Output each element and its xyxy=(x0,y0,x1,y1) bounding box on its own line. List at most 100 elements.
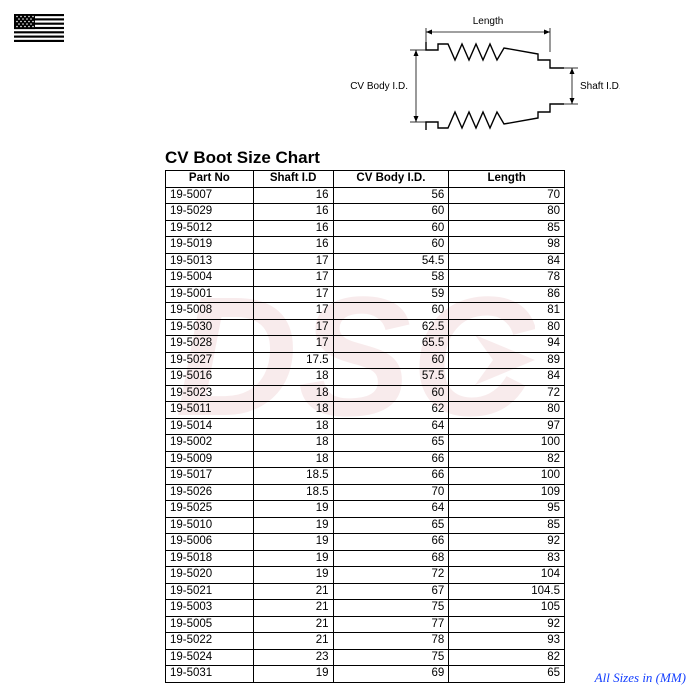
cell-body-id: 65 xyxy=(333,435,449,452)
cell-shaft-id: 23 xyxy=(253,649,333,666)
cell-body-id: 60 xyxy=(333,352,449,369)
cell-body-id: 64 xyxy=(333,418,449,435)
cell-part-no: 19-5024 xyxy=(166,649,254,666)
shaft-id-label: Shaft I.D. xyxy=(580,81,620,92)
cell-shaft-id: 19 xyxy=(253,534,333,551)
cell-part-no: 19-5030 xyxy=(166,319,254,336)
cell-body-id: 62 xyxy=(333,402,449,419)
cell-body-id: 65 xyxy=(333,517,449,534)
cell-length: 70 xyxy=(449,187,565,204)
cell-body-id: 70 xyxy=(333,484,449,501)
table-row: 19-5018196883 xyxy=(166,550,565,567)
table-row: 19-5019166098 xyxy=(166,237,565,254)
cell-length: 80 xyxy=(449,204,565,221)
cell-length: 93 xyxy=(449,633,565,650)
cell-part-no: 19-5025 xyxy=(166,501,254,518)
cell-length: 100 xyxy=(449,468,565,485)
table-header-row: Part No Shaft I.D CV Body I.D. Length xyxy=(166,171,565,188)
col-body-id: CV Body I.D. xyxy=(333,171,449,188)
cell-body-id: 60 xyxy=(333,303,449,320)
col-part-no: Part No xyxy=(166,171,254,188)
col-length: Length xyxy=(449,171,565,188)
table-row: 19-5029166080 xyxy=(166,204,565,221)
table-row: 19-50212167104.5 xyxy=(166,583,565,600)
table-row: 19-5014186497 xyxy=(166,418,565,435)
cell-part-no: 19-5029 xyxy=(166,204,254,221)
cell-body-id: 75 xyxy=(333,600,449,617)
table-row: 19-5011186280 xyxy=(166,402,565,419)
cell-part-no: 19-5009 xyxy=(166,451,254,468)
cell-shaft-id: 16 xyxy=(253,237,333,254)
cell-length: 84 xyxy=(449,253,565,270)
cell-body-id: 60 xyxy=(333,385,449,402)
table-row: 19-50161857.584 xyxy=(166,369,565,386)
cell-shaft-id: 16 xyxy=(253,220,333,237)
cell-length: 81 xyxy=(449,303,565,320)
cell-length: 97 xyxy=(449,418,565,435)
cell-shaft-id: 19 xyxy=(253,501,333,518)
cell-shaft-id: 16 xyxy=(253,187,333,204)
cell-length: 98 xyxy=(449,237,565,254)
cell-part-no: 19-5022 xyxy=(166,633,254,650)
cell-shaft-id: 21 xyxy=(253,600,333,617)
cell-length: 104.5 xyxy=(449,583,565,600)
cell-part-no: 19-5005 xyxy=(166,616,254,633)
table-row: 19-5006196692 xyxy=(166,534,565,551)
cell-shaft-id: 18 xyxy=(253,435,333,452)
table-row: 19-502618.570109 xyxy=(166,484,565,501)
cell-part-no: 19-5008 xyxy=(166,303,254,320)
cell-part-no: 19-5006 xyxy=(166,534,254,551)
cell-part-no: 19-5031 xyxy=(166,666,254,683)
cell-body-id: 77 xyxy=(333,616,449,633)
table-row: 19-5005217792 xyxy=(166,616,565,633)
cell-length: 89 xyxy=(449,352,565,369)
cell-shaft-id: 19 xyxy=(253,666,333,683)
cell-length: 92 xyxy=(449,534,565,551)
cell-shaft-id: 18 xyxy=(253,418,333,435)
cell-part-no: 19-5020 xyxy=(166,567,254,584)
cell-shaft-id: 18 xyxy=(253,451,333,468)
cell-shaft-id: 21 xyxy=(253,633,333,650)
size-chart-table: Part No Shaft I.D CV Body I.D. Length 19… xyxy=(165,170,565,683)
cell-shaft-id: 17 xyxy=(253,303,333,320)
cell-part-no: 19-5011 xyxy=(166,402,254,419)
cell-part-no: 19-5010 xyxy=(166,517,254,534)
cell-part-no: 19-5012 xyxy=(166,220,254,237)
cell-shaft-id: 17 xyxy=(253,319,333,336)
table-row: 19-5004175878 xyxy=(166,270,565,287)
cell-shaft-id: 18 xyxy=(253,369,333,386)
cell-part-no: 19-5027 xyxy=(166,352,254,369)
cell-body-id: 62.5 xyxy=(333,319,449,336)
cell-body-id: 68 xyxy=(333,550,449,567)
cell-length: 84 xyxy=(449,369,565,386)
cell-part-no: 19-5017 xyxy=(166,468,254,485)
cell-length: 65 xyxy=(449,666,565,683)
cell-length: 80 xyxy=(449,319,565,336)
cell-body-id: 67 xyxy=(333,583,449,600)
cell-part-no: 19-5013 xyxy=(166,253,254,270)
cell-part-no: 19-5001 xyxy=(166,286,254,303)
table-row: 19-50032175105 xyxy=(166,600,565,617)
cell-length: 92 xyxy=(449,616,565,633)
cell-length: 109 xyxy=(449,484,565,501)
table-row: 19-5022217893 xyxy=(166,633,565,650)
cell-part-no: 19-5028 xyxy=(166,336,254,353)
cell-part-no: 19-5016 xyxy=(166,369,254,386)
cell-length: 83 xyxy=(449,550,565,567)
table-row: 19-50201972104 xyxy=(166,567,565,584)
cell-part-no: 19-5021 xyxy=(166,583,254,600)
cell-length: 94 xyxy=(449,336,565,353)
footnote-units: All Sizes in (MM) xyxy=(595,670,686,686)
cell-shaft-id: 16 xyxy=(253,204,333,221)
cell-body-id: 66 xyxy=(333,451,449,468)
cell-body-id: 56 xyxy=(333,187,449,204)
cell-part-no: 19-5014 xyxy=(166,418,254,435)
cell-body-id: 64 xyxy=(333,501,449,518)
cell-shaft-id: 21 xyxy=(253,616,333,633)
table-row: 19-5008176081 xyxy=(166,303,565,320)
table-row: 19-501718.566100 xyxy=(166,468,565,485)
table-row: 19-5025196495 xyxy=(166,501,565,518)
cell-body-id: 59 xyxy=(333,286,449,303)
table-row: 19-5009186682 xyxy=(166,451,565,468)
length-label: Length xyxy=(473,16,504,27)
